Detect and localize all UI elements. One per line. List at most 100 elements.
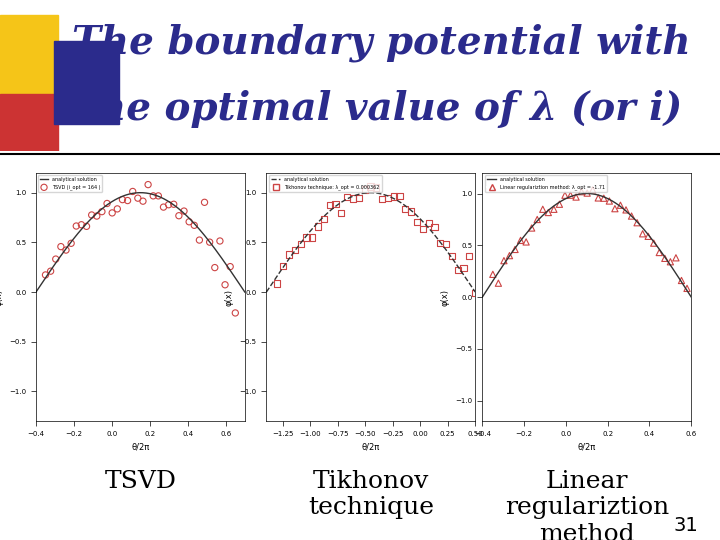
analytical solution	[136, 190, 145, 196]
TSVD (i_opt = 164 )	[163, 200, 174, 209]
Point	[648, 239, 660, 247]
Point	[371, 183, 382, 192]
Point	[504, 251, 516, 260]
Point	[289, 246, 301, 254]
TSVD (i_opt = 164 )	[194, 236, 205, 245]
Point	[388, 192, 400, 201]
Point	[353, 194, 364, 202]
TSVD (i_opt = 164 )	[173, 211, 184, 220]
analytical solution	[32, 289, 40, 295]
Point	[417, 225, 428, 233]
TSVD (i_opt = 164 )	[230, 309, 241, 318]
TSVD (i_opt = 164 )	[127, 187, 138, 196]
TSVD (i_opt = 164 )	[132, 194, 143, 202]
TSVD (i_opt = 164 )	[189, 221, 200, 230]
TSVD (i_opt = 164 )	[86, 211, 97, 219]
Point	[609, 204, 621, 213]
Point	[515, 236, 526, 245]
Y-axis label: φ(x): φ(x)	[441, 288, 450, 306]
Point	[587, 186, 598, 194]
TSVD (i_opt = 164 )	[122, 196, 133, 205]
analytical solution	[156, 194, 165, 200]
Point	[359, 185, 370, 194]
TSVD (i_opt = 164 )	[158, 203, 169, 212]
Point	[659, 254, 670, 262]
Bar	[55, 41, 120, 124]
Point	[665, 258, 676, 266]
Bar	[0, 94, 58, 151]
Point	[509, 245, 521, 254]
analytical solution	[32, 288, 41, 294]
TSVD (i_opt = 164 )	[214, 237, 225, 245]
Point	[458, 264, 469, 273]
TSVD (i_opt = 164 )	[112, 205, 123, 213]
Point	[548, 205, 559, 214]
Point	[537, 205, 549, 214]
Point	[446, 252, 458, 260]
Point	[620, 206, 631, 214]
X-axis label: θ/2π: θ/2π	[361, 442, 380, 451]
TSVD (i_opt = 164 )	[153, 192, 164, 200]
Point	[531, 215, 543, 224]
Text: Tikhonov
technique: Tikhonov technique	[308, 470, 433, 519]
Point	[271, 279, 283, 288]
TSVD (i_opt = 164 )	[220, 280, 231, 289]
Point	[277, 262, 289, 271]
Point	[487, 270, 498, 279]
Point	[615, 201, 626, 210]
TSVD (i_opt = 164 )	[138, 197, 149, 206]
TSVD (i_opt = 164 )	[60, 246, 72, 254]
Point	[492, 279, 504, 287]
TSVD (i_opt = 164 )	[71, 222, 82, 231]
Text: the optimal value of λ (or i): the optimal value of λ (or i)	[81, 90, 683, 128]
Point	[283, 250, 294, 259]
Point	[498, 256, 510, 265]
Legend: analytical solution, Linear regulariztion method: λ_opt = -1.71: analytical solution, Linear regulariztio…	[485, 176, 608, 192]
Point	[441, 240, 452, 248]
Point	[469, 288, 481, 297]
Point	[464, 252, 475, 260]
TSVD (i_opt = 164 )	[148, 192, 159, 200]
analytical solution	[160, 196, 168, 202]
X-axis label: θ/2π: θ/2π	[577, 442, 596, 451]
analytical solution	[208, 242, 217, 249]
analytical solution	[222, 261, 230, 267]
Point	[452, 266, 464, 274]
Point	[301, 233, 312, 242]
Point	[593, 194, 604, 202]
Text: 31: 31	[674, 516, 698, 535]
TSVD (i_opt = 164 )	[184, 218, 195, 226]
Point	[675, 276, 687, 285]
Point	[336, 208, 347, 217]
TSVD (i_opt = 164 )	[168, 200, 179, 208]
Point	[637, 230, 649, 238]
Point	[603, 197, 615, 205]
Legend: analytical solution, TSVD (i_opt = 164 ): analytical solution, TSVD (i_opt = 164 )	[38, 176, 102, 192]
Point	[324, 200, 336, 209]
TSVD (i_opt = 164 )	[209, 264, 220, 272]
Point	[670, 253, 682, 262]
TSVD (i_opt = 164 )	[66, 239, 77, 248]
Point	[631, 218, 643, 227]
Bar	[0, 15, 58, 98]
TSVD (i_opt = 164 )	[107, 208, 118, 217]
Point	[405, 207, 417, 216]
TSVD (i_opt = 164 )	[50, 255, 61, 264]
Point	[626, 212, 637, 220]
analytical solution	[240, 289, 249, 295]
analytical solution	[157, 194, 166, 201]
Point	[400, 204, 411, 213]
Point	[598, 194, 610, 202]
TSVD (i_opt = 164 )	[204, 238, 215, 246]
Point	[564, 191, 576, 200]
Point	[581, 189, 593, 198]
Point	[312, 222, 324, 231]
Point	[435, 238, 446, 247]
Text: Linear
regulariztion
method: Linear regulariztion method	[505, 470, 669, 540]
X-axis label: θ/2π: θ/2π	[131, 442, 150, 451]
TSVD (i_opt = 164 )	[55, 242, 67, 251]
TSVD (i_opt = 164 )	[91, 212, 102, 220]
TSVD (i_opt = 164 )	[96, 207, 108, 216]
Y-axis label: φ(x): φ(x)	[225, 288, 234, 306]
TSVD (i_opt = 164 )	[45, 267, 56, 275]
